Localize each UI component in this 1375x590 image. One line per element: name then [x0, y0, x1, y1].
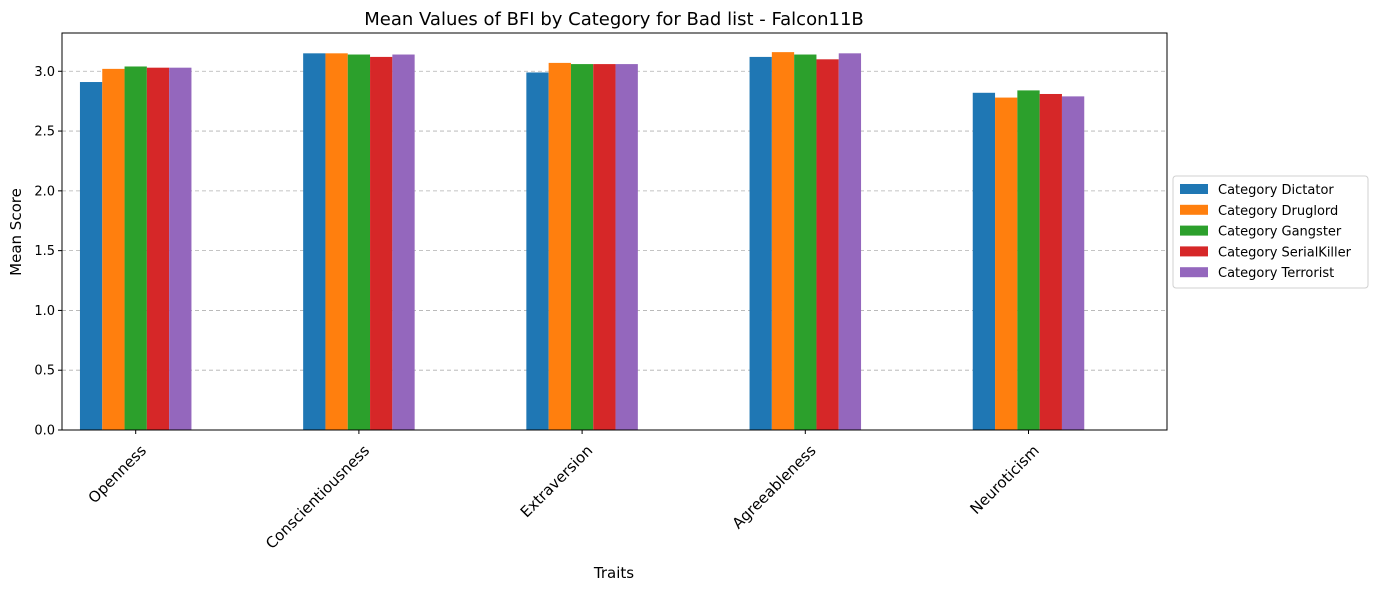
bar-category-dictator-neuroticism: [972, 92, 996, 430]
plot-area-frame: [61, 32, 1168, 431]
bar-category-serialkiller-conscientiousness: [370, 56, 393, 431]
bar-category-gangster-openness: [124, 66, 147, 430]
chart-title: Mean Values of BFI by Category for Bad l…: [364, 9, 864, 30]
bar-category-serialkiller-openness: [146, 67, 170, 431]
x-axis: Openness Conscientiousness Extraversion Agr…: [85, 430, 1043, 553]
bar-category-dictator-extraversion: [526, 72, 549, 430]
legend: Category Dictator Category Druglord Catego…: [1172, 175, 1369, 289]
bar-category-gangster-agreeableness: [794, 54, 817, 430]
bar-category-gangster-extraversion: [570, 64, 594, 430]
bar-category-terrorist-extraversion: [615, 64, 638, 430]
legend-swatch: [1180, 246, 1208, 257]
x-tick-label: Neuroticism: [966, 442, 1042, 518]
legend-label: Category Dictator: [1218, 183, 1334, 198]
legend-swatch: [1180, 225, 1208, 236]
bar-category-serialkiller-agreeableness: [816, 59, 839, 431]
x-tick-label: Agreeableness: [729, 441, 820, 532]
y-tick-label: 2.0: [34, 184, 55, 199]
y-tick-label: 0.5: [34, 364, 55, 379]
bar-category-druglord-agreeableness: [771, 52, 795, 430]
x-axis-label: Traits: [593, 564, 634, 582]
x-tick-label: Extraversion: [517, 442, 597, 522]
x-tick-label: Conscientiousness: [262, 441, 373, 552]
x-tick-label: Openness: [85, 441, 150, 506]
legend-label: Category Terrorist: [1218, 266, 1334, 281]
bar-category-druglord-extraversion: [548, 62, 571, 430]
bar-category-gangster-conscientiousness: [347, 54, 371, 430]
bar-category-druglord-openness: [102, 68, 125, 430]
y-tick-label: 3.0: [34, 65, 55, 80]
bar-category-dictator-agreeableness: [749, 56, 772, 431]
y-axis-label: Mean Score: [7, 188, 25, 276]
bar-category-serialkiller-extraversion: [593, 64, 616, 430]
legend-swatch: [1180, 184, 1208, 194]
bar-category-druglord-conscientiousness: [325, 53, 348, 431]
y-axis: 0.0 0.5 1.0 1.5 2.0 2.5 3.0: [34, 65, 62, 439]
bar-category-druglord-neuroticism: [995, 97, 1018, 430]
bar-category-gangster-neuroticism: [1017, 90, 1040, 431]
bar-category-terrorist-neuroticism: [1061, 96, 1085, 431]
bar-category-terrorist-openness: [169, 67, 192, 431]
legend-swatch: [1180, 267, 1208, 278]
bar-category-dictator-openness: [79, 82, 103, 431]
bars: [79, 52, 1085, 431]
legend-box: [1172, 175, 1369, 289]
bar-category-terrorist-agreeableness: [838, 53, 862, 431]
bar-category-serialkiller-neuroticism: [1039, 93, 1062, 431]
y-tick-label: 0.0: [34, 424, 55, 439]
y-tick-label: 2.5: [34, 125, 55, 140]
y-tick-label: 1.0: [34, 304, 55, 319]
y-tick-label: 1.5: [34, 244, 55, 259]
legend-label: Category Druglord: [1218, 204, 1338, 219]
legend-label: Category SerialKiller: [1218, 245, 1352, 260]
legend-swatch: [1180, 204, 1208, 215]
bar-category-terrorist-conscientiousness: [392, 54, 415, 430]
bar-category-dictator-conscientiousness: [303, 53, 326, 431]
legend-label: Category Gangster: [1218, 225, 1342, 240]
